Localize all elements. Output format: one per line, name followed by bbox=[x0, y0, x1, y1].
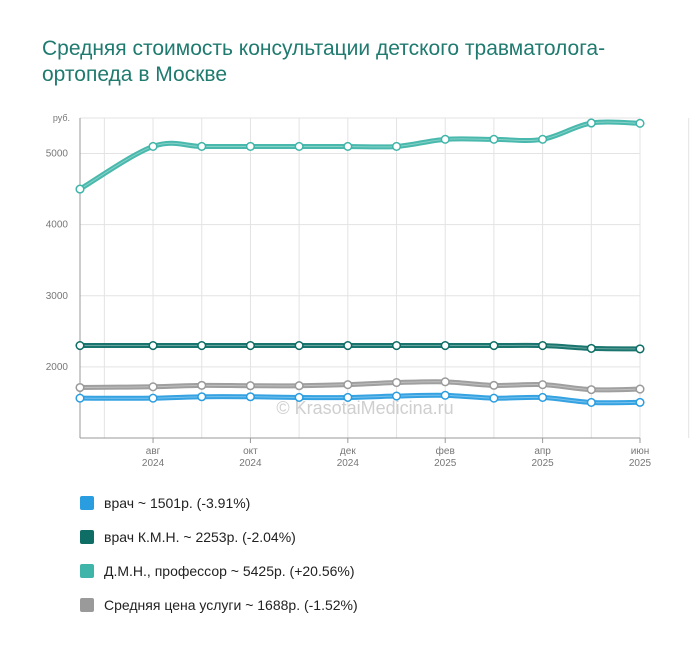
data-point bbox=[489, 341, 499, 351]
legend-item[interactable]: врач К.М.Н. ~ 2253р. (-2.04%) bbox=[80, 520, 358, 554]
x-tick-month: окт bbox=[243, 446, 258, 457]
legend-item[interactable]: Д.М.Н., профессор ~ 5425р. (+20.56%) bbox=[80, 554, 358, 588]
data-point bbox=[294, 141, 304, 151]
data-point bbox=[75, 341, 85, 351]
legend-swatch bbox=[80, 564, 94, 578]
data-point bbox=[489, 134, 499, 144]
data-point bbox=[440, 341, 450, 351]
x-tick-year: 2025 bbox=[531, 458, 554, 469]
data-point bbox=[245, 392, 255, 402]
data-point bbox=[343, 141, 353, 151]
data-point bbox=[197, 341, 207, 351]
data-point bbox=[586, 385, 596, 395]
data-point bbox=[635, 384, 645, 394]
legend-item[interactable]: Средняя цена услуги ~ 1688р. (-1.52%) bbox=[80, 588, 358, 622]
data-point bbox=[148, 341, 158, 351]
data-point bbox=[197, 392, 207, 402]
x-tick-month: авг bbox=[146, 446, 161, 457]
legend-label: врач ~ 1501р. (-3.91%) bbox=[104, 495, 251, 511]
data-point bbox=[294, 341, 304, 351]
data-point bbox=[391, 341, 402, 351]
data-point bbox=[489, 380, 499, 390]
data-point bbox=[75, 184, 85, 194]
x-tick-month: дек bbox=[340, 446, 356, 457]
x-tick-month: июн bbox=[631, 446, 650, 457]
data-point bbox=[391, 141, 402, 151]
legend-swatch bbox=[80, 598, 94, 612]
data-point bbox=[391, 391, 402, 401]
y-tick-label: 2000 bbox=[46, 362, 69, 373]
data-point bbox=[75, 382, 85, 393]
data-point bbox=[75, 393, 85, 403]
legend-label: Средняя цена услуги ~ 1688р. (-1.52%) bbox=[104, 597, 358, 613]
y-tick-label: 3000 bbox=[46, 291, 69, 302]
x-tick-year: 2025 bbox=[629, 458, 652, 469]
data-point bbox=[391, 377, 402, 388]
x-tick-year: 2024 bbox=[239, 458, 262, 469]
data-point bbox=[245, 381, 255, 391]
data-point bbox=[343, 380, 353, 390]
legend-label: врач К.М.Н. ~ 2253р. (-2.04%) bbox=[104, 529, 296, 545]
data-point bbox=[148, 141, 158, 151]
watermark: © KrasotaiMedicina.ru bbox=[276, 398, 453, 418]
data-point bbox=[538, 380, 548, 390]
y-tick-label: 5000 bbox=[46, 149, 69, 160]
chart-legend: врач ~ 1501р. (-3.91%) врач К.М.Н. ~ 2253… bbox=[80, 486, 358, 622]
x-tick-year: 2024 bbox=[142, 458, 165, 469]
series-line-highlight-2 bbox=[79, 121, 641, 190]
series-line-2 bbox=[77, 119, 643, 192]
data-point bbox=[586, 118, 596, 128]
data-point bbox=[148, 393, 158, 403]
data-point bbox=[197, 141, 207, 151]
data-point bbox=[245, 141, 255, 151]
data-point bbox=[343, 392, 353, 403]
data-point bbox=[294, 392, 304, 403]
data-point bbox=[635, 344, 645, 354]
data-point bbox=[586, 343, 596, 353]
data-point bbox=[538, 134, 548, 144]
legend-item[interactable]: врач ~ 1501р. (-3.91%) bbox=[80, 486, 358, 520]
data-point bbox=[586, 397, 596, 407]
legend-label: Д.М.Н., профессор ~ 5425р. (+20.56%) bbox=[104, 563, 355, 579]
data-point bbox=[294, 381, 304, 391]
x-tick-year: 2024 bbox=[337, 458, 360, 469]
legend-swatch bbox=[80, 530, 94, 544]
data-point bbox=[635, 118, 645, 128]
x-tick-year: 2025 bbox=[434, 458, 457, 469]
data-point bbox=[245, 341, 255, 351]
legend-swatch bbox=[80, 496, 94, 510]
y-axis-unit: руб. bbox=[53, 113, 70, 123]
data-point bbox=[538, 392, 548, 403]
y-tick-label: 4000 bbox=[46, 220, 69, 231]
data-point bbox=[635, 397, 645, 407]
data-point bbox=[440, 390, 450, 400]
data-point bbox=[538, 341, 548, 351]
data-point bbox=[440, 377, 450, 387]
data-point bbox=[148, 382, 158, 392]
data-point bbox=[197, 380, 207, 390]
x-tick-month: апр bbox=[534, 446, 551, 457]
data-point bbox=[489, 393, 499, 403]
data-point bbox=[343, 341, 353, 351]
chart-title: Средняя стоимость консультации детского … bbox=[42, 37, 606, 86]
data-point bbox=[440, 134, 450, 144]
x-tick-month: фев bbox=[436, 445, 455, 457]
